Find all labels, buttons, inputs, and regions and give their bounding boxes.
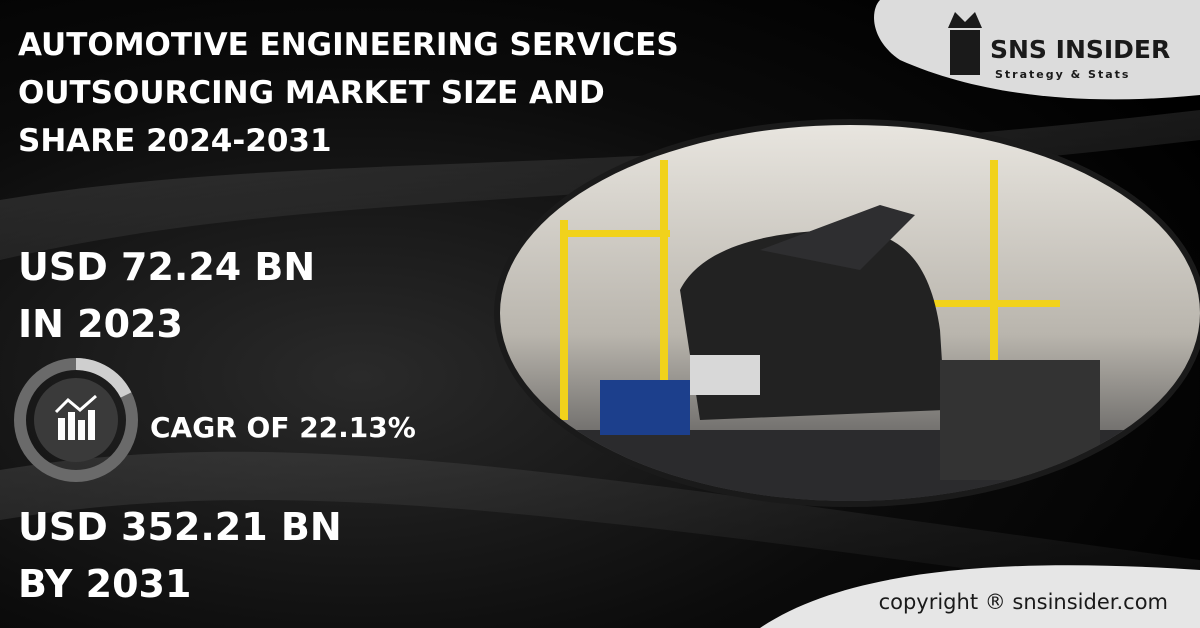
yellow-frame [560, 220, 568, 420]
swoosh [0, 451, 1200, 600]
logo-icon [948, 12, 982, 75]
title-line: SHARE 2024-2031 [18, 123, 332, 159]
yellow-frame [560, 230, 670, 237]
copyright: copyright ® snsinsider.com [879, 590, 1168, 614]
icon-bar [88, 410, 95, 440]
base-value: USD 72.24 BN [18, 245, 315, 289]
cagr: CAGR OF 22.13% [150, 411, 416, 444]
forecast-value: USD 352.21 BN [18, 505, 342, 549]
gauge-arc [75, 358, 132, 398]
icon-bar [58, 418, 65, 440]
gauge-center [34, 378, 118, 462]
yellow-frame [930, 300, 1060, 307]
title-line: AUTOMOTIVE ENGINEERING SERVICES [18, 27, 679, 63]
title-line: OUTSOURCING MARKET SIZE AND [18, 75, 605, 111]
yellow-frame [990, 160, 998, 380]
logo-name: SNS INSIDER [990, 35, 1170, 64]
icon-bar [78, 420, 85, 440]
logo-tagline: Strategy & Stats [995, 68, 1130, 81]
base-year: IN 2023 [18, 302, 183, 346]
forecast-year: BY 2031 [18, 562, 191, 606]
motor [600, 380, 690, 435]
control-box [690, 355, 760, 395]
yellow-frame [660, 160, 668, 420]
logo-tower [950, 30, 980, 75]
logo-crown [948, 12, 982, 28]
car-hood [760, 205, 915, 270]
footer-panel [760, 565, 1200, 628]
growth-icon [54, 394, 97, 440]
icon-line [54, 394, 97, 414]
icon-bar [68, 412, 75, 440]
